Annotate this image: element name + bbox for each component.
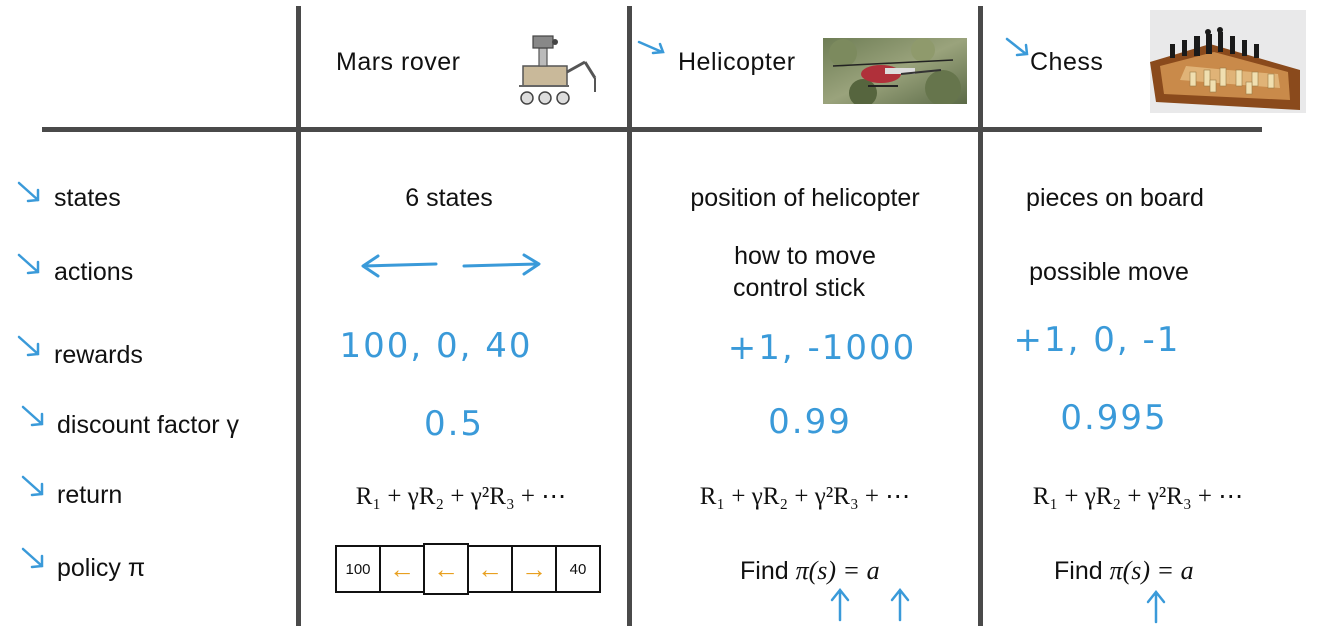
heli-actions-line2: control stick (733, 274, 865, 302)
policy-cell-5-arrow: → (511, 545, 557, 593)
chess-discount-factor: 0.995 (1060, 398, 1168, 438)
left-arrow-icon: ← (477, 553, 503, 584)
annotation-tick-chess-icon (1004, 36, 1034, 60)
chess-states: pieces on board (1026, 184, 1204, 212)
policy-cell-1: 100 (335, 545, 381, 593)
policy-formula: π(s) = a (795, 556, 880, 585)
chess-find-policy: Find π(s) = a (1054, 556, 1194, 586)
find-label: Find (740, 557, 789, 585)
column-divider-2 (627, 6, 632, 626)
mars-discount-factor: 0.5 (423, 404, 485, 444)
up-arrow-icon (888, 586, 912, 622)
policy-cell-6: 40 (555, 545, 601, 593)
policy-cell-3-arrow: ← (423, 543, 469, 595)
mars-return-formula: R₁ + γR₂ + γ²R₃ + ⋯ (355, 483, 567, 510)
left-right-arrows-icon (358, 250, 544, 280)
annotation-tick-states (16, 180, 46, 206)
find-label: Find (1054, 557, 1103, 585)
annotation-tick-helicopter-icon (636, 38, 670, 60)
annotation-tick-rewards (16, 334, 46, 360)
helicopter-photo-icon (823, 38, 967, 104)
row-label-states: states (54, 184, 121, 212)
annotation-tick-return (20, 474, 50, 500)
mars-rewards: 100, 0, 40 (339, 326, 533, 366)
row-label-discount-factor: discount factor γ (57, 411, 240, 439)
column-divider-1 (296, 6, 301, 626)
chessboard-photo-icon (1150, 10, 1306, 113)
policy-cell-4-arrow: ← (467, 545, 513, 593)
column-divider-3 (978, 6, 983, 626)
heli-states: position of helicopter (690, 184, 920, 212)
column-title-chess: Chess (1030, 48, 1104, 76)
annotation-tick-policy (20, 546, 50, 572)
policy-formula: π(s) = a (1109, 556, 1194, 585)
heli-actions-line1: how to move (734, 242, 876, 270)
annotation-tick-actions (16, 252, 46, 278)
mars-states: 6 states (405, 184, 493, 212)
up-arrow-icon (1144, 588, 1168, 624)
heli-rewards: +1, -1000 (727, 328, 917, 368)
mars-rover-icon (515, 30, 605, 110)
column-title-mars-rover: Mars rover (336, 48, 461, 76)
right-arrow-icon: → (521, 553, 547, 584)
mars-policy-grid: 100 ← ← ← → 40 (335, 543, 601, 595)
header-divider (42, 127, 1262, 132)
heli-return-formula: R₁ + γR₂ + γ²R₃ + ⋯ (699, 483, 911, 510)
row-label-actions: actions (54, 258, 134, 286)
chess-actions: possible move (1029, 258, 1189, 286)
chess-rewards: +1, 0, -1 (1013, 320, 1181, 360)
chess-return-formula: R₁ + γR₂ + γ²R₃ + ⋯ (1032, 483, 1244, 510)
row-label-rewards: rewards (54, 341, 143, 369)
up-arrow-icon (828, 586, 852, 622)
annotation-tick-discount (20, 404, 50, 430)
policy-cell-2-arrow: ← (379, 545, 425, 593)
left-arrow-icon: ← (433, 553, 459, 584)
row-label-return: return (57, 481, 123, 509)
heli-find-policy: Find π(s) = a (740, 556, 880, 586)
column-title-helicopter: Helicopter (678, 48, 796, 76)
heli-discount-factor: 0.99 (768, 402, 852, 442)
row-label-policy: policy π (57, 554, 146, 582)
left-arrow-icon: ← (389, 553, 415, 584)
